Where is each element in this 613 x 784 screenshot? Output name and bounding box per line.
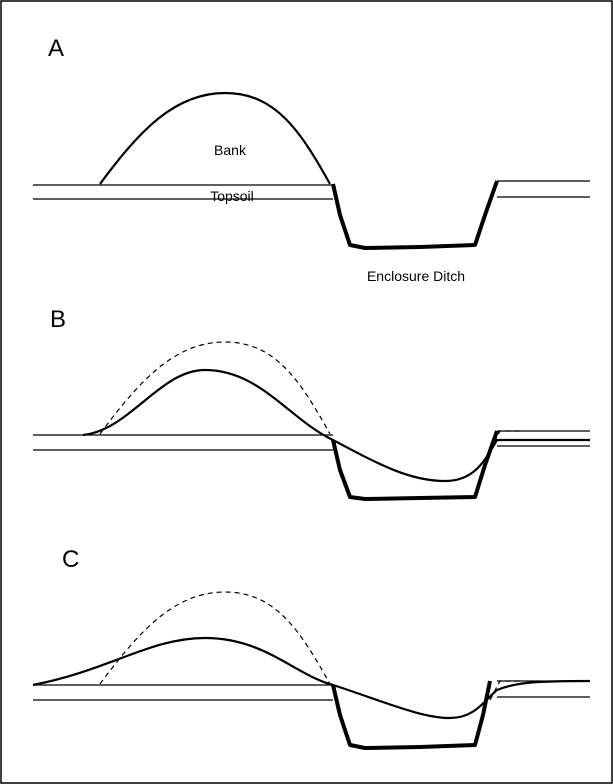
original-edge [489,680,520,701]
panel-label: B [50,306,66,333]
panel-b: B [33,306,590,501]
panel-c: C [32,546,591,750]
annotation: Enclosure Ditch [367,268,465,284]
topsoil-lines [33,430,590,451]
topsoil-lines [33,180,590,200]
annotation: Bank [214,142,247,158]
ditch [331,430,499,501]
slumped-bank [82,368,590,483]
bank [99,91,331,185]
annotation: Topsoil [210,188,254,204]
panel-a: A Bank Topsoil Enclosure Ditch [33,35,590,284]
panel-label: A [48,35,64,62]
slumped-bank [32,636,591,720]
ditch [331,680,492,750]
original-bank [99,591,331,685]
topsoil-lines [33,680,590,701]
original-edge [489,430,520,451]
original-bank [99,341,331,435]
ditch [331,180,499,250]
panel-label: C [62,546,79,573]
